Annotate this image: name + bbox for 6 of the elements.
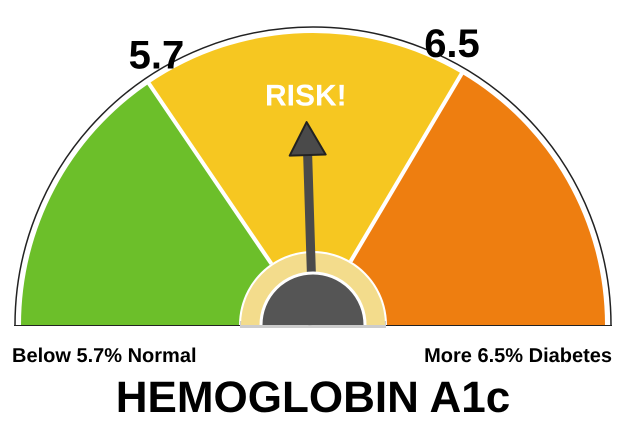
text: HEMOGLOBIN A1c <box>116 373 510 422</box>
text: 6.5 <box>424 22 480 66</box>
text: 5.7 <box>128 33 184 78</box>
slice-label: RISK! <box>265 79 347 112</box>
text: Below 5.7% Normal <box>12 345 197 367</box>
text: More 6.5% Diabetes <box>424 345 612 367</box>
